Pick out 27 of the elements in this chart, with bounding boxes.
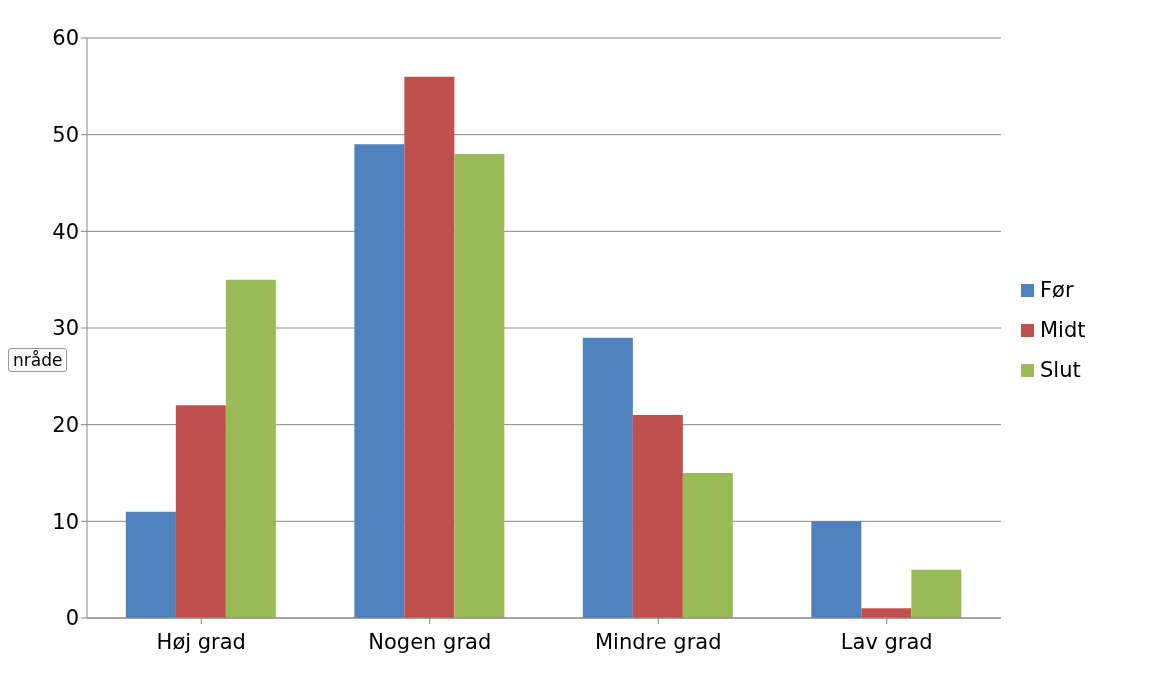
y-tick-label: 50 (52, 123, 79, 148)
bar (911, 569, 962, 618)
bar (404, 76, 455, 618)
x-tick-label: Nogen grad (368, 629, 492, 654)
bar (861, 608, 912, 618)
y-tick-label: 30 (52, 316, 79, 341)
x-tick-label: Lav grad (840, 629, 933, 654)
x-tick-label: Høj grad (156, 629, 246, 654)
y-tick-label: 0 (65, 606, 79, 631)
bar (454, 154, 505, 618)
x-tick-label: Mindre grad (594, 629, 722, 654)
y-tick-label: 40 (52, 219, 79, 244)
legend-label: Før (1040, 278, 1074, 302)
text: nråde (8, 348, 68, 372)
y-tick-label: 10 (52, 509, 79, 534)
y-tick-label: 60 (52, 26, 79, 51)
y-tick-label: 20 (52, 413, 79, 438)
bar (125, 511, 176, 618)
bar (811, 521, 862, 618)
bar (632, 415, 683, 618)
bar (582, 337, 633, 618)
legend-label: Midt (1040, 318, 1086, 342)
bar (175, 405, 226, 618)
bar (354, 144, 405, 618)
bar (682, 473, 733, 618)
bar (225, 279, 276, 618)
legend-label: Slut (1040, 358, 1081, 382)
